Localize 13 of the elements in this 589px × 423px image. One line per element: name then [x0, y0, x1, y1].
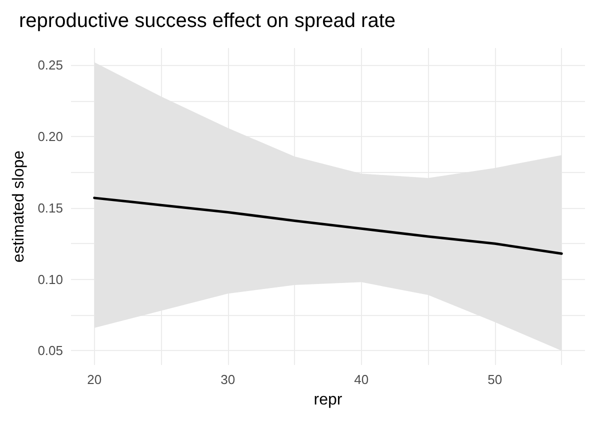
line-series: [93, 196, 563, 255]
y-axis-title: estimated slope: [10, 150, 28, 263]
text: 0.10: [38, 272, 63, 287]
y-tick-label: 0.15: [38, 200, 63, 216]
x-tick-label: 20: [87, 372, 102, 387]
text: 0.20: [38, 129, 63, 144]
chart-title: reproductive success effect on spread rate: [19, 10, 396, 32]
x-axis-title: repr: [314, 392, 343, 408]
x-tick-label: 40: [354, 372, 369, 387]
y-tick-label: 0.05: [38, 343, 63, 358]
y-tick-label: 0.25: [38, 58, 63, 73]
x-tick-label: 50: [488, 372, 502, 387]
x-tick-label: 30: [220, 372, 236, 387]
